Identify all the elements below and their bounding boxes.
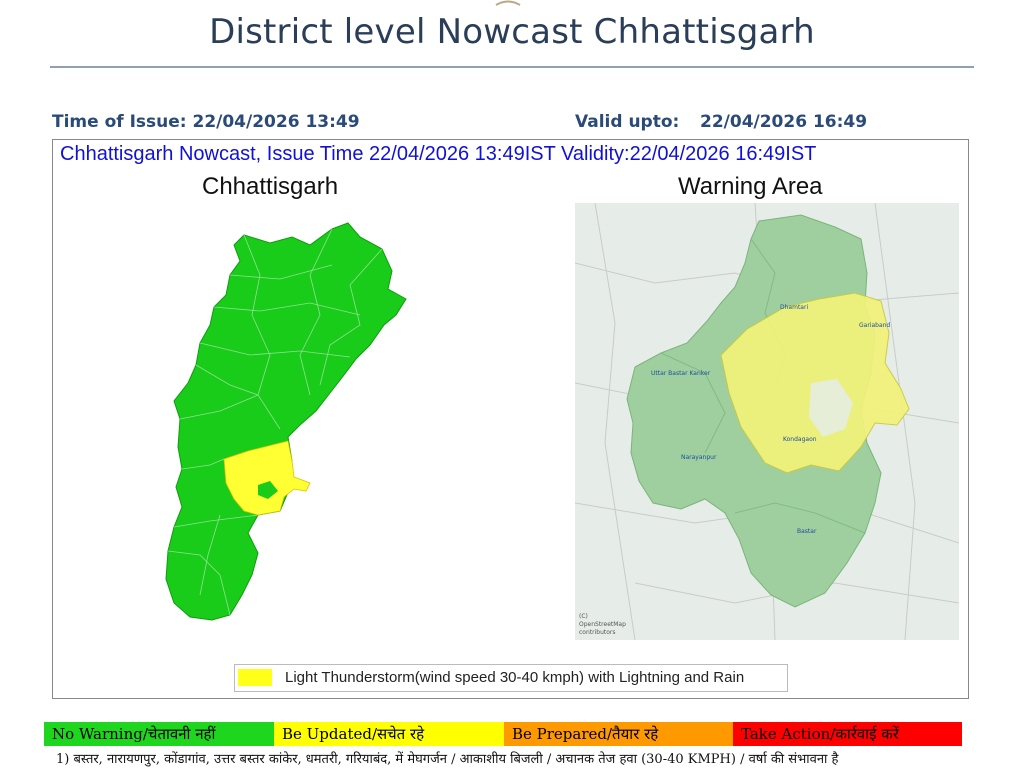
label-uttar-bastar-kanker: Uttar Bastar Kanker bbox=[651, 370, 711, 377]
right-map-title: Warning Area bbox=[678, 173, 823, 200]
level-be-updated: Be Updated/सचेत रहे bbox=[274, 722, 504, 746]
chhattisgarh-district-map bbox=[165, 222, 407, 621]
label-bastar: Bastar bbox=[797, 528, 817, 535]
level-be-prepared: Be Prepared/तैयार रहे bbox=[504, 722, 733, 746]
nowcast-banner: Chhattisgarh Nowcast, Issue Time 22/04/2… bbox=[60, 143, 817, 165]
warning-area-map: Dhamtari Gariaband Uttar Bastar Kanker K… bbox=[575, 203, 959, 640]
label-dhamtari: Dhamtari bbox=[780, 304, 808, 311]
valid-upto-label: Valid upto: bbox=[575, 112, 680, 132]
level-take-action: Take Action/कार्रवाई करें bbox=[733, 722, 962, 746]
nowcast-panel bbox=[52, 139, 969, 699]
emblem-fragment-icon bbox=[495, 0, 521, 6]
time-of-issue: Time of Issue: 22/04/2026 13:49 bbox=[52, 112, 360, 132]
left-map-title: Chhattisgarh bbox=[202, 173, 339, 200]
legend-text: Light Thunderstorm(wind speed 30-40 kmph… bbox=[285, 669, 745, 686]
osm-credit-line1: (C) bbox=[579, 613, 588, 620]
label-gariaband: Gariaband bbox=[859, 322, 890, 329]
page-title: District level Nowcast Chhattisgarh bbox=[209, 12, 815, 52]
osm-credit-line2: OpenStreetMap bbox=[579, 621, 626, 628]
district-footnote: 1) बस्तर, नारायणपुर, कोंडागांव, उत्तर बस… bbox=[56, 752, 839, 767]
osm-credit-line3: contributors bbox=[579, 629, 616, 636]
legend-swatch-yellow bbox=[238, 669, 272, 686]
district-boundaries bbox=[167, 228, 383, 616]
legend bbox=[234, 664, 788, 692]
level-no-warning: No Warning/चेतावनी नहीं bbox=[44, 722, 274, 746]
valid-upto-value: 22/04/2026 16:49 bbox=[700, 112, 868, 132]
state-green-area bbox=[165, 222, 407, 621]
warning-area-yellow bbox=[223, 440, 311, 516]
warning-area-basemap: Dhamtari Gariaband Uttar Bastar Kanker K… bbox=[575, 203, 959, 640]
title-divider bbox=[50, 66, 974, 68]
label-kondagaon: Kondagaon bbox=[783, 436, 817, 443]
label-narayanpur: Narayanpur bbox=[681, 454, 717, 461]
